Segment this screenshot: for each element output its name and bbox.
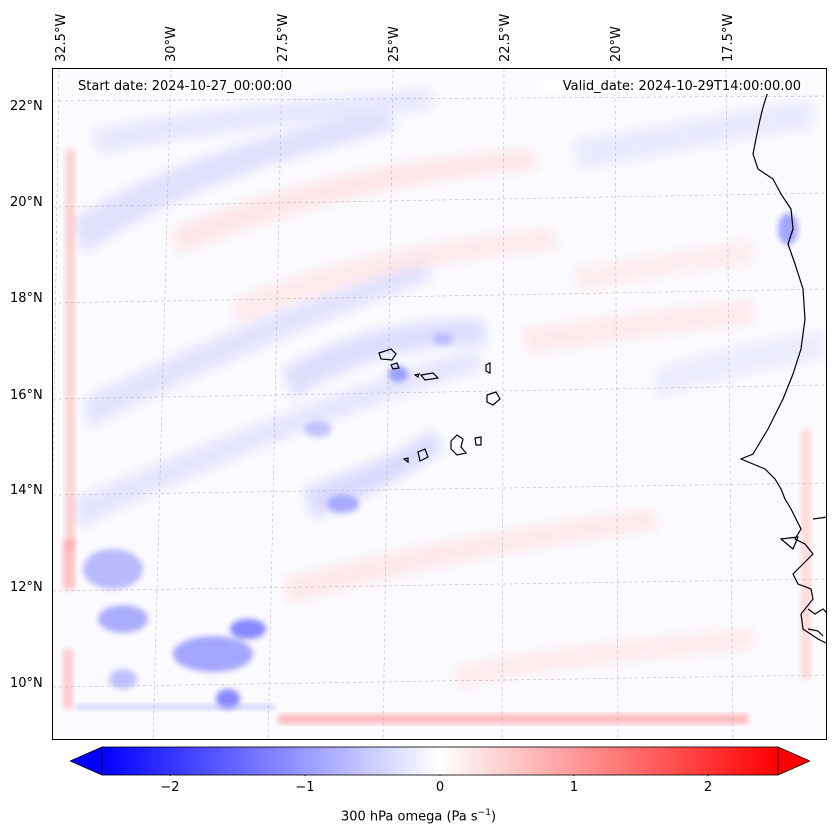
lon-label-32-5w: 32.5°W bbox=[54, 13, 69, 62]
start-date-label: Start date: 2024-10-27_00:00:00 bbox=[75, 79, 296, 94]
lon-label-22-5w: 22.5°W bbox=[498, 13, 513, 62]
lat-label-16n: 16°N bbox=[10, 388, 43, 403]
colorbar-tick-label: 0 bbox=[435, 780, 445, 795]
colorbar-title: 300 hPa omega (Pa s−1) bbox=[0, 808, 837, 824]
ascending-bands bbox=[173, 149, 753, 689]
graticule bbox=[53, 69, 826, 739]
colorbar-tick-label: 2 bbox=[703, 780, 713, 795]
lat-label-18n: 18°N bbox=[10, 291, 43, 306]
lat-label-20n: 20°N bbox=[10, 195, 43, 210]
lon-label-20w: 20°W bbox=[609, 26, 624, 62]
colorbar bbox=[70, 746, 810, 776]
map-panel: Start date: 2024-10-27_00:00:00 Valid_da… bbox=[52, 68, 827, 740]
lon-label-17-5w: 17.5°W bbox=[721, 13, 736, 62]
lat-label-14n: 14°N bbox=[10, 483, 43, 498]
colorbar-title-exponent: −1 bbox=[477, 808, 491, 818]
colorbar-ticks bbox=[169, 775, 709, 776]
lon-label-27-5w: 27.5°W bbox=[276, 13, 291, 62]
lat-label-22n: 22°N bbox=[10, 99, 43, 114]
lon-label-25w: 25°W bbox=[387, 26, 402, 62]
lon-label-30w: 30°W bbox=[164, 26, 179, 62]
omega-field bbox=[53, 69, 826, 739]
colorbar-gradient bbox=[101, 746, 779, 776]
cape-verde-islands bbox=[378, 348, 501, 464]
colorbar-min-arrow bbox=[70, 746, 103, 776]
lat-label-12n: 12°N bbox=[10, 580, 43, 595]
lat-label-10n: 10°N bbox=[10, 676, 43, 691]
colorbar-tick-label: 1 bbox=[569, 780, 579, 795]
valid-date-label: Valid_date: 2024-10-29T14:00:00.00 bbox=[543, 79, 804, 94]
colorbar-tick-label: −2 bbox=[160, 780, 180, 795]
colorbar-title-text: 300 hPa omega (Pa s bbox=[340, 809, 478, 825]
colorbar-title-close: ) bbox=[490, 809, 497, 825]
colorbar-tick-label: −1 bbox=[295, 780, 315, 795]
african-coastline bbox=[739, 80, 826, 644]
colorbar-max-arrow bbox=[777, 746, 810, 776]
